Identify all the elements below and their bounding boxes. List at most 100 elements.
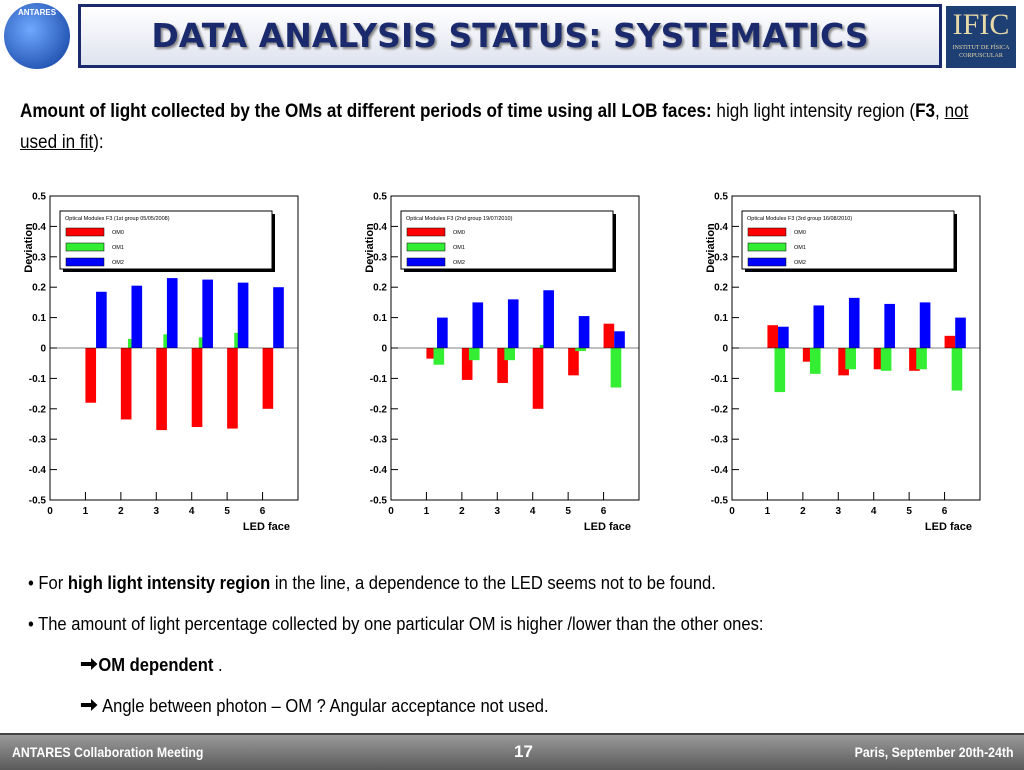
y-tick-label: -0.1	[29, 374, 47, 385]
y-tick-label: -0.5	[29, 496, 47, 507]
bar	[532, 348, 544, 409]
x-tick-label: 3	[836, 506, 842, 517]
bar	[909, 348, 920, 371]
bar	[120, 348, 132, 420]
footer-left: ANTARES Collaboration Meeting	[12, 744, 204, 760]
bar	[603, 323, 615, 348]
legend-swatch	[65, 242, 105, 252]
legend-swatch	[747, 242, 787, 252]
legend-swatch	[406, 227, 446, 237]
y-tick-label: 0.4	[32, 222, 46, 233]
bar	[433, 348, 445, 365]
logo-text: IFIC	[952, 8, 1010, 41]
intro-f3: F3	[915, 101, 936, 122]
legend-title: Optical Modules F3 (2nd group 19/07/2010…	[406, 216, 513, 222]
bar	[543, 290, 554, 348]
y-tick-label: 0.1	[714, 313, 728, 324]
footer: ANTARES Collaboration Meeting 17 Paris, …	[0, 733, 1024, 770]
sub1-post: .	[213, 655, 223, 675]
x-axis-label: LED face	[584, 521, 631, 533]
bar	[468, 348, 480, 361]
y-tick-label: -0.5	[711, 496, 729, 507]
y-tick-label: -0.2	[711, 404, 729, 415]
y-tick-label: 0.3	[714, 252, 728, 263]
x-tick-label: 0	[388, 506, 394, 517]
x-tick-label: 6	[601, 506, 607, 517]
y-axis-label: Deviation	[364, 223, 376, 273]
x-tick-label: 4	[530, 506, 536, 517]
y-tick-label: 0	[381, 344, 387, 355]
x-tick-label: 3	[495, 506, 501, 517]
sub-bullet: Angle between photon – OM ? Angular acce…	[80, 696, 549, 717]
x-tick-label: 6	[260, 506, 266, 517]
x-tick-label: 2	[118, 506, 124, 517]
x-tick-label: 2	[800, 506, 806, 517]
y-tick-label: 0.4	[373, 222, 387, 233]
bar	[838, 348, 849, 376]
y-tick-label: -0.4	[370, 465, 388, 476]
y-tick-label: -0.2	[370, 404, 388, 415]
x-tick-label: 1	[83, 506, 89, 517]
y-tick-label: 0.1	[373, 313, 387, 324]
y-tick-label: 0.2	[714, 283, 728, 294]
x-tick-label: 0	[47, 506, 53, 517]
x-axis-label: LED face	[925, 521, 972, 533]
bar	[578, 316, 590, 348]
legend-swatch	[406, 257, 446, 267]
bar	[497, 348, 508, 383]
legend-label: OM0	[112, 230, 124, 236]
y-tick-label: -0.1	[370, 374, 388, 385]
x-tick-label: 4	[871, 506, 877, 517]
legend-label: OM1	[112, 245, 124, 251]
legend-label: OM2	[794, 260, 806, 266]
y-tick-label: -0.5	[370, 496, 388, 507]
x-tick-label: 2	[459, 506, 465, 517]
bar	[191, 348, 203, 428]
legend-label: OM0	[794, 230, 806, 236]
chart: -0.5 -0.4 -0.3 -0.2 -0.1 0 0.1 0.2 0.3 0.4 0.5 0 1 2 3…	[364, 192, 640, 533]
bar	[237, 282, 249, 348]
y-tick-label: -0.3	[29, 435, 47, 446]
bar	[472, 302, 484, 348]
y-tick-label: 0.1	[32, 313, 46, 324]
bar	[227, 348, 238, 429]
legend-label: OM2	[453, 260, 465, 266]
y-tick-label: -0.4	[711, 465, 729, 476]
x-tick-label: 0	[729, 506, 735, 517]
x-tick-label: 5	[224, 506, 230, 517]
antares-logo: ANTARES	[4, 3, 70, 69]
chart: -0.5 -0.4 -0.3 -0.2 -0.1 0 0.1 0.2 0.3 0.4 0.5 0 1 2 3…	[705, 192, 981, 533]
legend-label: OM1	[794, 245, 806, 251]
x-tick-label: 1	[765, 506, 771, 517]
b1-pre: For	[38, 573, 68, 593]
y-axis-label: Deviation	[705, 223, 717, 273]
bar	[809, 348, 821, 374]
bar	[778, 326, 789, 348]
bar	[919, 302, 931, 348]
y-tick-label: 0.3	[32, 252, 46, 263]
y-tick-label: -0.3	[711, 435, 729, 446]
bullet: • For high light intensity region in the…	[28, 573, 716, 593]
bar	[845, 348, 856, 370]
logo-text: ANTARES	[17, 8, 57, 17]
intro-comma: ,	[935, 101, 945, 122]
bar	[916, 348, 927, 370]
bar	[774, 348, 786, 393]
bar	[951, 348, 963, 391]
legend-swatch	[747, 227, 787, 237]
legend-swatch	[406, 242, 446, 252]
sub-bullet: OM dependent .	[80, 655, 223, 676]
sub2: Angle between photon – OM ? Angular acce…	[98, 696, 549, 716]
bar	[273, 287, 284, 348]
y-tick-label: 0.2	[32, 283, 46, 294]
legend-label: OM1	[453, 245, 465, 251]
legend-title: Optical Modules F3 (3rd group 16/08/2010…	[747, 216, 852, 222]
bar	[131, 285, 143, 348]
bar	[437, 317, 448, 348]
bar	[166, 278, 178, 348]
y-tick-label: 0	[722, 344, 728, 355]
x-tick-label: 3	[154, 506, 160, 517]
intro-lead: Amount of light collected by the OMs at …	[20, 101, 712, 122]
intro-text: Amount of light collected by the OMs at …	[20, 96, 1001, 158]
intro-end: ):	[93, 132, 104, 153]
